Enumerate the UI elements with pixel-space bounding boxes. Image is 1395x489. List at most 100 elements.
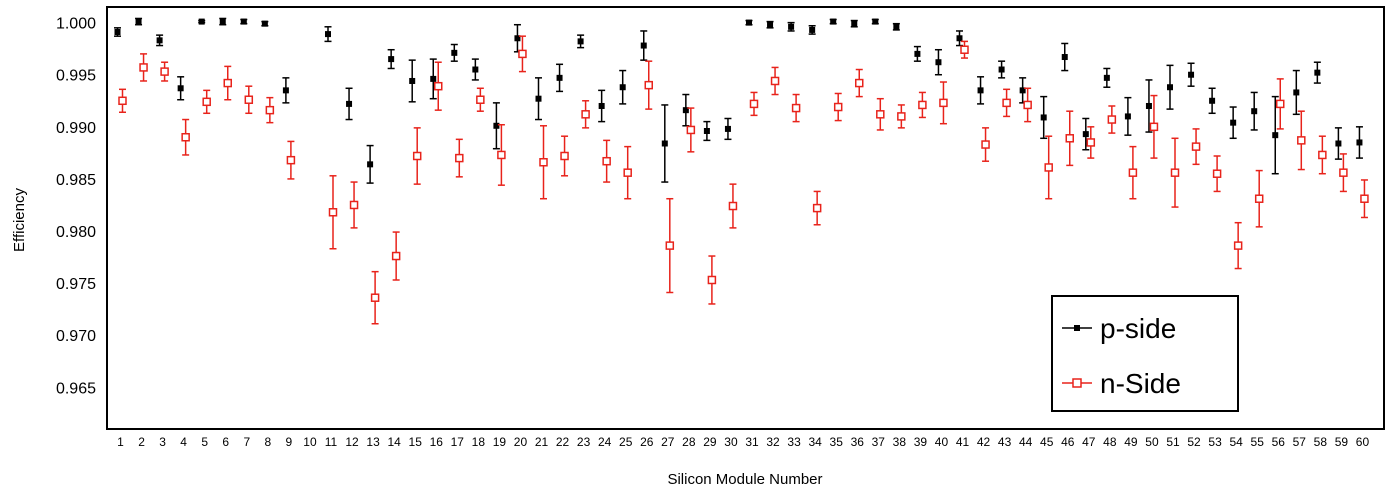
legend-n-side-label: n-Side <box>1100 368 1181 399</box>
legend-n-side-marker <box>1072 378 1082 388</box>
data-point <box>118 96 127 106</box>
data-point <box>1212 169 1222 178</box>
y-tick-label: 0.980 <box>56 224 96 241</box>
data-point <box>177 85 184 92</box>
data-point <box>1230 119 1237 126</box>
data-point <box>219 18 226 25</box>
data-point <box>1170 168 1180 177</box>
data-point <box>1251 108 1258 115</box>
data-point <box>265 105 275 115</box>
x-tick-label: 24 <box>598 435 612 449</box>
data-point <box>981 140 990 149</box>
x-tick-label: 45 <box>1040 435 1054 449</box>
series-n-side <box>118 35 1369 325</box>
data-point <box>1044 163 1053 172</box>
data-point <box>1188 71 1195 78</box>
data-point <box>746 19 752 26</box>
y-tick-label: 0.975 <box>56 276 96 293</box>
x-tick-label: 9 <box>286 435 293 449</box>
legend-entry-n-side: n-Side <box>1062 368 1181 399</box>
x-tick-label: 5 <box>201 435 208 449</box>
data-point <box>1293 89 1300 96</box>
data-point <box>476 95 485 104</box>
data-point <box>830 18 837 25</box>
data-point <box>749 99 759 109</box>
x-tick-label: 47 <box>1082 435 1096 449</box>
legend-box <box>1051 295 1239 412</box>
y-tick-label: 0.995 <box>56 68 96 85</box>
data-point <box>1314 69 1321 76</box>
y-tick-label: 0.965 <box>56 380 96 397</box>
legend-entry-p-side: p-side <box>1062 313 1176 344</box>
data-point <box>1002 98 1011 108</box>
x-tick-label: 18 <box>472 435 486 449</box>
data-point <box>202 97 211 107</box>
data-point <box>1191 142 1201 151</box>
data-point <box>893 23 900 30</box>
data-point <box>1023 100 1032 110</box>
data-point <box>956 35 963 42</box>
y-axis-title: Efficiency <box>11 188 28 252</box>
data-point <box>1145 102 1152 109</box>
x-tick-label: 31 <box>745 435 759 449</box>
x-tick-label: 28 <box>682 435 696 449</box>
data-point <box>1276 99 1285 109</box>
data-point <box>1107 115 1117 124</box>
x-tick-label: 1 <box>117 435 124 449</box>
data-point <box>577 38 584 45</box>
x-tick-label: 21 <box>535 435 549 449</box>
legend-p-side-label: p-side <box>1100 313 1176 344</box>
data-point <box>767 21 774 28</box>
data-point <box>261 20 268 27</box>
data-point <box>809 26 816 33</box>
data-point <box>640 42 647 49</box>
data-point <box>1124 113 1131 120</box>
data-point <box>434 81 443 91</box>
data-point <box>139 63 148 72</box>
data-point <box>1233 241 1243 250</box>
y-axis-tick-labels: 0.965 0.970 0.975 0.980 0.985 0.990 0.995 1.000 <box>56 16 96 398</box>
data-point <box>707 275 717 285</box>
x-tick-label: 39 <box>914 435 928 449</box>
data-point <box>370 293 380 302</box>
data-point <box>1356 139 1363 146</box>
x-tick-label: 53 <box>1208 435 1222 449</box>
x-tick-label: 60 <box>1356 435 1370 449</box>
data-point <box>935 59 942 66</box>
x-tick-label: 32 <box>766 435 780 449</box>
data-point <box>619 84 626 91</box>
x-tick-label: 7 <box>243 435 250 449</box>
x-tick-label: 56 <box>1272 435 1286 449</box>
data-point <box>1065 134 1074 143</box>
x-tick-label: 33 <box>787 435 801 449</box>
data-point <box>535 95 542 102</box>
data-point <box>1040 114 1047 121</box>
data-point <box>686 125 696 135</box>
data-point <box>1019 87 1026 94</box>
data-point <box>724 125 731 132</box>
data-point <box>1082 131 1089 138</box>
x-tick-label: 23 <box>577 435 591 449</box>
data-point <box>661 140 668 147</box>
legend: p-side n-Side <box>1051 295 1239 412</box>
data-point <box>1318 150 1327 160</box>
data-point <box>644 80 653 90</box>
data-point <box>181 132 190 142</box>
x-tick-label: 49 <box>1124 435 1138 449</box>
x-tick-label: 29 <box>703 435 717 449</box>
x-tick-label: 3 <box>159 435 166 449</box>
data-point <box>598 102 605 109</box>
x-tick-label: 46 <box>1061 435 1075 449</box>
x-tick-label: 13 <box>366 435 380 449</box>
plot-frame <box>106 6 1385 430</box>
data-point <box>160 67 169 76</box>
y-tick-label: 0.990 <box>56 120 96 137</box>
x-tick-label: 51 <box>1166 435 1180 449</box>
data-point <box>451 49 458 56</box>
x-tick-label: 27 <box>661 435 675 449</box>
data-point <box>1272 132 1279 139</box>
data-point <box>788 23 795 30</box>
x-tick-label: 37 <box>872 435 886 449</box>
x-tick-label: 15 <box>409 435 423 449</box>
